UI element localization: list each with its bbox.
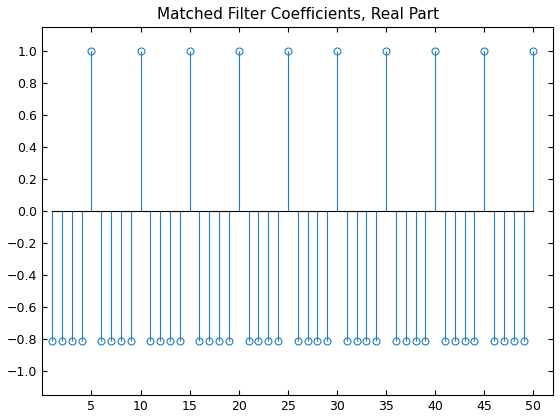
Title: Matched Filter Coefficients, Real Part: Matched Filter Coefficients, Real Part xyxy=(157,7,438,22)
